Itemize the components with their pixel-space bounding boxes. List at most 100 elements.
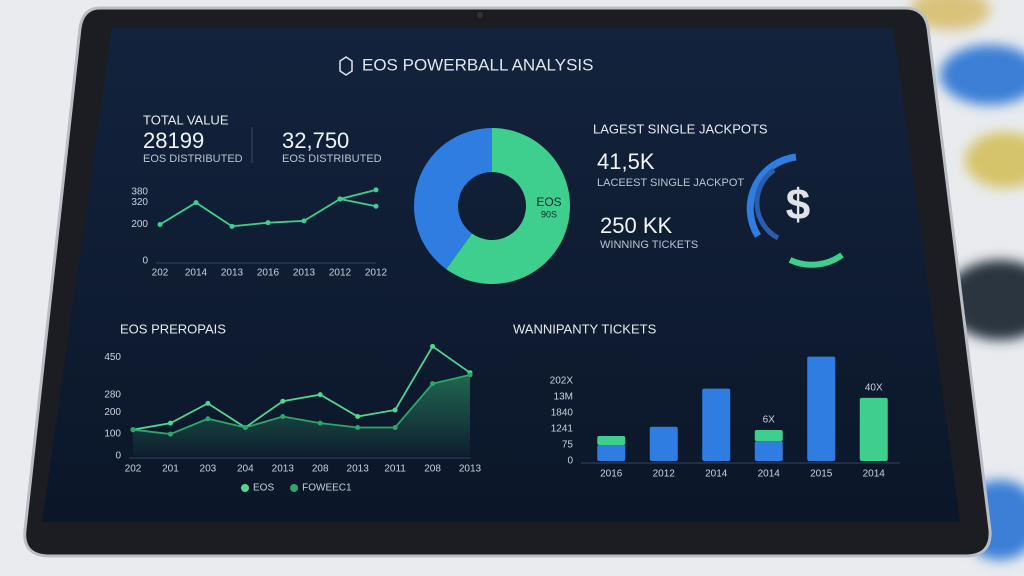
point: [280, 398, 286, 404]
gauge-icon: $: [786, 181, 810, 230]
jackpot-caption: WINNING TICKETS: [600, 239, 698, 251]
line: [132, 345, 471, 431]
bar-segment: [649, 426, 678, 461]
y-tick-label: 280: [104, 389, 121, 400]
y-tick-label: 0: [142, 256, 148, 267]
jackpot-value: 41,5K: [597, 149, 655, 174]
point: [205, 400, 211, 406]
kpi-label: TOTAL VALUE: [143, 112, 229, 127]
slice-label: 90S: [541, 209, 557, 219]
bar-segment: [754, 429, 783, 442]
point: [373, 203, 379, 209]
gauge-arc: [788, 252, 844, 268]
chart-title: EOS PREROPAIS: [120, 321, 226, 336]
x-tick-label: 2016: [257, 268, 280, 279]
x-tick-label: 202: [152, 268, 169, 279]
legend-swatch: [290, 484, 299, 492]
bar-segment: [702, 388, 731, 461]
x-tick-label: 2013: [221, 268, 244, 279]
x-tick-label: 2016: [600, 469, 623, 480]
point: [373, 187, 379, 193]
point: [430, 343, 436, 349]
legend-label: EOS: [253, 483, 274, 494]
y-tick-label: 200: [104, 407, 121, 418]
kpi-value: 28199: [143, 128, 204, 153]
kpi-caption: EOS DISTRIBUTED: [282, 153, 382, 165]
y-tick-label: 13M: [554, 391, 573, 402]
point: [280, 414, 286, 420]
point: [355, 425, 361, 430]
bar-segment: [597, 435, 626, 445]
bar-segment: [597, 444, 626, 461]
x-tick-label: 2011: [384, 464, 406, 475]
point: [193, 200, 199, 206]
point: [301, 218, 307, 224]
pie-slice: [446, 128, 570, 284]
point: [337, 196, 343, 202]
kpi-caption: EOS DISTRIBUTED: [143, 153, 243, 165]
x-tick-label: 202: [125, 464, 142, 475]
x-tick-label: 2014: [185, 268, 208, 279]
y-tick-label: 75: [562, 440, 574, 451]
bar-annotation: 6X: [763, 415, 776, 426]
y-tick-label: 202X: [550, 375, 574, 386]
point: [317, 392, 323, 398]
point: [167, 431, 173, 437]
y-tick-label: 1840: [551, 407, 574, 418]
y-tick-label: 100: [104, 429, 121, 440]
jackpot-value: 250 KK: [600, 213, 672, 238]
x-tick-label: 2014: [705, 469, 728, 480]
point: [157, 222, 163, 227]
point: [392, 407, 398, 413]
x-tick-label: 2013: [293, 268, 316, 279]
x-tick-label: 2012: [365, 268, 388, 279]
point: [229, 223, 235, 229]
bar-segment: [807, 356, 836, 461]
x-tick-label: 208: [312, 464, 329, 475]
bar-segment: [754, 441, 783, 461]
x-tick-label: 204: [237, 464, 254, 475]
gauge: $: [746, 153, 844, 268]
point: [355, 414, 361, 420]
point: [130, 427, 136, 433]
x-tick-label: 2012: [653, 469, 676, 480]
point: [265, 220, 271, 226]
point: [242, 425, 248, 430]
x-tick-label: 2013: [459, 464, 482, 475]
area: [133, 374, 470, 456]
y-tick-label: 1241: [551, 424, 574, 435]
bar-segment: [859, 397, 888, 461]
point: [317, 420, 323, 426]
jackpot-heading: LAGEST SINGLE JACKPOTS: [593, 121, 768, 136]
x-tick-label: 2013: [347, 464, 370, 475]
chart-title: WANNIPANTY TICKETS: [513, 321, 657, 336]
x-tick-label: 2014: [758, 469, 781, 480]
gauge-arc: [754, 167, 780, 241]
camera: [477, 12, 483, 18]
logo: [339, 56, 353, 76]
bar-annotation: 40X: [865, 383, 883, 394]
y-tick-label: 320: [131, 197, 148, 208]
slice-label: EOS: [536, 195, 561, 209]
point: [430, 381, 436, 387]
y-tick-label: 380: [131, 186, 148, 197]
legend-label: FOWEEC1: [302, 483, 352, 494]
y-tick-label: 450: [104, 352, 121, 363]
point: [392, 425, 398, 430]
kpi-value: 32,750: [282, 128, 349, 153]
x-tick-label: 2015: [810, 469, 833, 480]
x-tick-label: 2014: [863, 469, 886, 480]
pie-slice: [413, 128, 492, 270]
line: [132, 374, 471, 435]
point: [467, 372, 473, 378]
jackpot-caption: LACEEST SINGLE JACKPOT: [597, 177, 744, 189]
gauge-arc: [746, 153, 797, 238]
x-tick-label: 2012: [329, 268, 352, 279]
y-tick-label: 200: [131, 219, 148, 230]
x-tick-label: 203: [200, 464, 217, 475]
x-tick-label: 2013: [272, 464, 295, 475]
dashboard-title: EOS POWERBALL ANALYSIS: [362, 55, 593, 74]
point: [205, 416, 211, 422]
y-tick-label: 0: [115, 451, 121, 462]
point: [167, 420, 173, 426]
